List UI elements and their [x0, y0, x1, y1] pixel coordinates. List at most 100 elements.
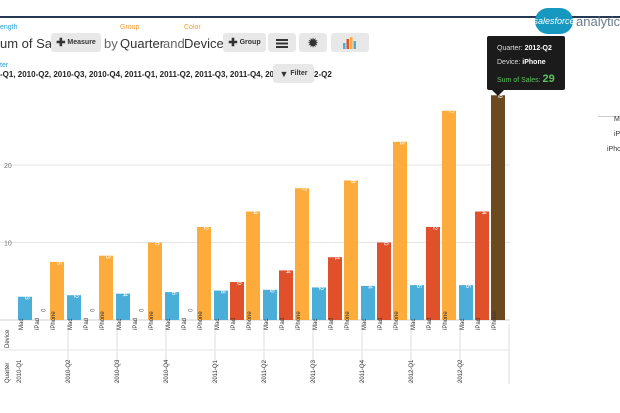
top-divider — [0, 16, 620, 18]
tooltip-quarter-label: Quarter: — [497, 45, 523, 52]
tooltip-arrow — [492, 90, 504, 96]
device-tick-label: iPad — [84, 318, 90, 330]
bar — [99, 255, 113, 320]
bar — [459, 285, 473, 320]
bar — [426, 227, 440, 320]
list-view-button[interactable] — [268, 33, 296, 52]
tooltip-measure-label: Sum of Sales: — [497, 77, 541, 84]
color-section-label: Color — [184, 24, 201, 31]
bar — [165, 292, 179, 320]
bar — [393, 141, 407, 320]
bar-value-label: 14 — [251, 208, 257, 215]
bar-value-label: 8.1 — [333, 252, 339, 261]
bar-value-label: 3.8 — [219, 285, 225, 294]
tooltip-device-label: Device: — [497, 59, 521, 66]
quarter-tick-label: 2012-Q1 — [409, 359, 415, 383]
device-tick-label: iPad — [329, 318, 335, 330]
device-tick-label: iPad — [476, 318, 482, 330]
device-tick-label: Mac — [215, 319, 221, 330]
settings-button[interactable]: ✹ — [299, 33, 327, 52]
bar — [328, 257, 342, 320]
y-tick-label: 20 — [4, 163, 12, 170]
device-tick-label: iPhone — [443, 311, 449, 330]
salesforce-cloud-logo: salesforce — [533, 8, 575, 34]
bar-value-label: 18 — [349, 177, 355, 184]
brand-product-name: analytics c — [576, 13, 620, 29]
bar-value-label: 23 — [398, 138, 404, 145]
bar-value-label: 6.4 — [284, 265, 290, 274]
plus-icon: ✚ — [56, 37, 66, 49]
quarter-row-header: Quarter — [5, 363, 11, 383]
bar-value-label: 10 — [382, 239, 388, 246]
device-tick-label: Mac — [411, 319, 417, 330]
device-tick-label: iPhone — [149, 311, 155, 330]
legend-divider — [598, 116, 620, 117]
bar — [361, 285, 375, 320]
bar-value-label: 4.9 — [235, 277, 241, 286]
bar — [214, 290, 228, 320]
y-tick-label: 10 — [4, 241, 12, 248]
color-value[interactable]: Device — [184, 36, 224, 51]
bar — [295, 188, 309, 320]
bar-value-label: 27 — [447, 107, 453, 114]
chart-type-button[interactable] — [331, 33, 369, 52]
measure-section-label: ength — [0, 24, 18, 31]
legend-item-iphone[interactable]: iPho — [607, 146, 620, 153]
filter-button[interactable]: ▼ Filter — [273, 64, 314, 83]
device-tick-label: Mac — [460, 319, 466, 330]
bar — [18, 296, 32, 320]
tooltip-device-value: iPhone — [522, 59, 546, 66]
bar-value-label: 3.2 — [72, 290, 78, 299]
bar-chart-icon — [343, 36, 356, 49]
bar-value-label: 0 — [39, 309, 45, 313]
bar — [197, 227, 211, 320]
bar-value-label: 3.6 — [170, 287, 176, 296]
device-row-header: Device — [5, 329, 11, 348]
device-tick-label: iPhone — [345, 311, 351, 330]
quarter-tick-label: 2010-Q1 — [17, 359, 23, 383]
device-tick-label: Mac — [166, 319, 172, 330]
device-tick-label: iPad — [378, 318, 384, 330]
bar — [279, 270, 293, 320]
bar-value-label: 17 — [300, 185, 306, 192]
bar-value-label: 3.4 — [121, 288, 127, 297]
bar — [410, 285, 424, 320]
bar — [67, 295, 81, 320]
bar — [148, 242, 162, 320]
tooltip-quarter-value: 2012-Q2 — [524, 45, 552, 52]
bar-value-label: 0 — [88, 309, 94, 313]
quarter-tick-label: 2010-Q2 — [66, 359, 72, 383]
bar-value-label: 12 — [431, 223, 437, 230]
device-tick-label: iPad — [182, 318, 188, 330]
quarter-tick-label: 2011-Q4 — [360, 359, 366, 383]
bar-value-label: 8.3 — [104, 250, 110, 259]
device-tick-label: iPhone — [492, 311, 498, 330]
add-group-button[interactable]: ✚ Group — [223, 33, 266, 52]
bar — [312, 287, 326, 320]
device-tick-label: iPad — [280, 318, 286, 330]
bar-value-label: 3 — [23, 296, 29, 300]
bar — [377, 242, 391, 320]
group-section-label: Group — [120, 24, 140, 31]
device-tick-label: iPad — [427, 318, 433, 330]
device-tick-label: iPad — [35, 318, 41, 330]
filter-icon: ▼ — [279, 68, 289, 79]
bar-value-label: 0 — [137, 309, 143, 313]
filter-values[interactable]: -Q1, 2010-Q2, 2010-Q3, 2010-Q4, 2011-Q1,… — [0, 70, 332, 79]
bar — [230, 282, 244, 320]
quarter-tick-label: 2010-Q4 — [164, 359, 170, 383]
tooltip-measure-value: 29 — [542, 73, 555, 85]
bar-value-label: 4.4 — [366, 281, 372, 290]
device-tick-label: Mac — [313, 319, 319, 330]
legend-item-mac[interactable]: Ma — [614, 116, 620, 123]
bar-value-label: 12 — [202, 223, 208, 230]
quarter-tick-label: 2011-Q3 — [311, 359, 317, 383]
bar-value-label: 14 — [480, 208, 486, 215]
add-measure-button[interactable]: ✚ Measure — [51, 33, 101, 52]
device-tick-label: iPad — [231, 318, 237, 330]
device-tick-label: iPhone — [198, 311, 204, 330]
group-value[interactable]: Quarter — [120, 36, 165, 51]
legend-item-ipad[interactable]: iP — [614, 131, 620, 138]
bar — [344, 180, 358, 320]
device-tick-label: iPhone — [100, 311, 106, 330]
